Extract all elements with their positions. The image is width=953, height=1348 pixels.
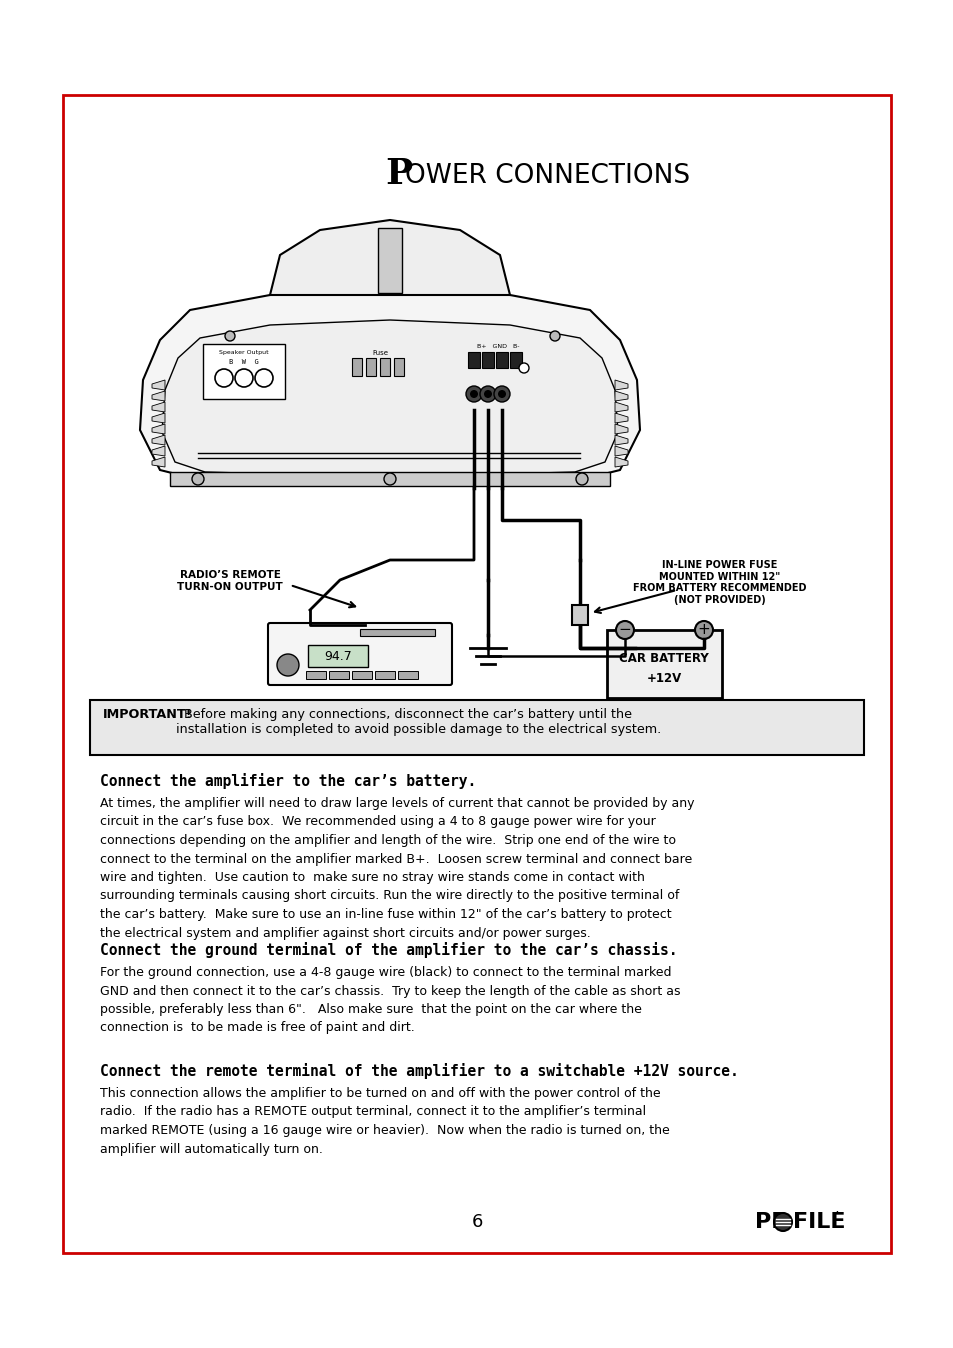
Polygon shape [615, 412, 627, 423]
Polygon shape [140, 290, 639, 485]
Circle shape [616, 621, 634, 639]
Circle shape [497, 390, 505, 398]
Circle shape [234, 369, 253, 387]
Text: Speaker Output: Speaker Output [219, 350, 269, 355]
Circle shape [276, 654, 298, 675]
Text: Before making any connections, disconnect the car’s battery until the
installati: Before making any connections, disconnec… [175, 708, 660, 736]
Text: PR: PR [754, 1212, 787, 1232]
Text: 94.7: 94.7 [324, 650, 352, 662]
Text: CAR BATTERY: CAR BATTERY [618, 651, 708, 665]
Text: B+   GND   B-: B+ GND B- [476, 344, 518, 349]
Text: Connect the ground terminal of the amplifier to the car’s chassis.: Connect the ground terminal of the ampli… [100, 942, 677, 958]
Polygon shape [270, 220, 510, 295]
Circle shape [576, 473, 587, 485]
Polygon shape [152, 391, 165, 400]
Circle shape [192, 473, 204, 485]
Text: +12V: +12V [646, 671, 680, 685]
Bar [366, 359, 375, 376]
Circle shape [479, 386, 496, 402]
Text: ’: ’ [834, 1211, 839, 1224]
Polygon shape [152, 435, 165, 445]
Text: −: − [618, 623, 631, 638]
Circle shape [773, 1213, 791, 1231]
Polygon shape [615, 425, 627, 434]
Circle shape [214, 369, 233, 387]
Circle shape [384, 473, 395, 485]
Text: FILE: FILE [792, 1212, 844, 1232]
Polygon shape [615, 446, 627, 456]
Bar [352, 671, 372, 679]
Text: For the ground connection, use a 4-8 gauge wire (black) to connect to the termin: For the ground connection, use a 4-8 gau… [100, 967, 679, 1034]
Polygon shape [615, 435, 627, 445]
Bar [203, 344, 285, 399]
Bar [90, 700, 863, 755]
Bar [306, 671, 326, 679]
Circle shape [494, 386, 510, 402]
Circle shape [550, 332, 559, 341]
Text: 6: 6 [471, 1213, 482, 1231]
Polygon shape [152, 446, 165, 456]
Text: IN-LINE POWER FUSE
MOUNTED WITHIN 12"
FROM BATTERY RECOMMENDED
(NOT PROVIDED): IN-LINE POWER FUSE MOUNTED WITHIN 12" FR… [633, 559, 806, 605]
Bar [377, 228, 401, 293]
Bar [359, 630, 435, 636]
Polygon shape [615, 402, 627, 412]
Polygon shape [152, 425, 165, 434]
Text: B  W  G: B W G [229, 359, 258, 365]
Text: IMPORTANT!: IMPORTANT! [103, 708, 193, 721]
Circle shape [695, 621, 712, 639]
Bar [394, 359, 403, 376]
Bar [496, 352, 507, 368]
Bar [352, 359, 361, 376]
Circle shape [465, 386, 481, 402]
FancyBboxPatch shape [268, 623, 452, 685]
Text: RADIO’S REMOTE
TURN-ON OUTPUT: RADIO’S REMOTE TURN-ON OUTPUT [177, 570, 283, 592]
Polygon shape [615, 391, 627, 400]
Polygon shape [162, 319, 618, 477]
Text: Connect the remote terminal of the amplifier to a switchable +12V source.: Connect the remote terminal of the ampli… [100, 1064, 738, 1078]
Text: Connect the amplifier to the car’s battery.: Connect the amplifier to the car’s batte… [100, 772, 476, 789]
Bar [481, 352, 494, 368]
Bar [468, 352, 479, 368]
Polygon shape [152, 412, 165, 423]
Circle shape [518, 363, 529, 373]
Bar [572, 605, 587, 625]
Text: OWER CONNECTIONS: OWER CONNECTIONS [405, 163, 689, 189]
Bar [308, 644, 368, 667]
Polygon shape [152, 457, 165, 466]
Circle shape [483, 390, 492, 398]
Polygon shape [615, 380, 627, 390]
Bar [170, 472, 609, 487]
Text: P: P [385, 156, 412, 191]
Text: At times, the amplifier will need to draw large levels of current that cannot be: At times, the amplifier will need to dra… [100, 797, 694, 940]
Text: Fuse: Fuse [372, 350, 388, 356]
Circle shape [225, 332, 234, 341]
Bar [397, 671, 417, 679]
Bar [329, 671, 349, 679]
Circle shape [254, 369, 273, 387]
Circle shape [470, 390, 477, 398]
Bar [606, 630, 721, 698]
Bar [63, 94, 890, 1254]
Text: This connection allows the amplifier to be turned on and off with the power cont: This connection allows the amplifier to … [100, 1086, 669, 1155]
Polygon shape [152, 402, 165, 412]
Bar [379, 359, 390, 376]
Polygon shape [152, 380, 165, 390]
Polygon shape [615, 457, 627, 466]
Bar [375, 671, 395, 679]
Bar [510, 352, 521, 368]
Text: +: + [697, 623, 710, 638]
